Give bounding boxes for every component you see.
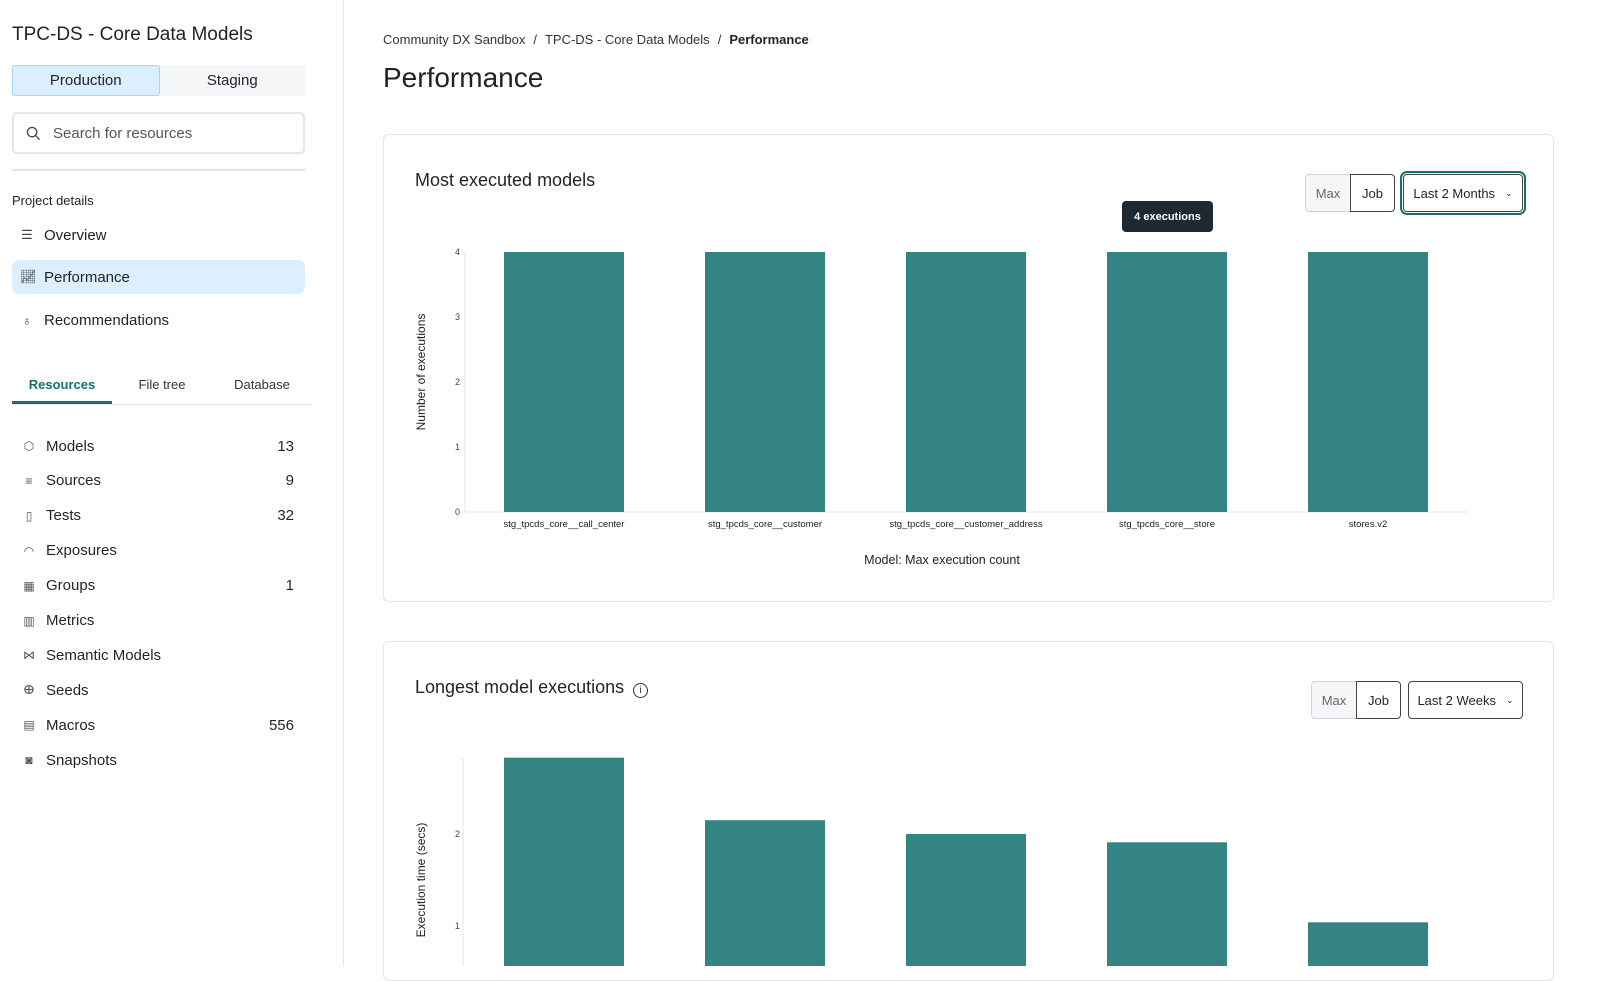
range-dropdown[interactable]: Last 2 Months ⌄ [1400, 171, 1526, 215]
database-icon: ≡ [25, 473, 33, 488]
resource-label: Sources [46, 472, 102, 490]
resource-label: Semantic Models [46, 646, 162, 664]
lightbulb-icon: ♁ [22, 312, 32, 328]
search-box [12, 112, 305, 154]
breadcrumb-project[interactable]: TPC-DS - Core Data Models [544, 32, 710, 47]
tab-database[interactable]: Database [234, 377, 290, 392]
file-icon: ▤ [23, 718, 35, 733]
environment-toggle: Production Staging [12, 65, 305, 96]
tab-file-tree[interactable]: File tree [138, 377, 186, 392]
resource-snapshots[interactable]: ◙ Snapshots [22, 745, 294, 775]
resource-sources[interactable]: ≡ Sources 9 [22, 466, 294, 496]
most-executed-card: Most executed models [383, 134, 1554, 602]
resource-count: 32 [277, 507, 294, 525]
range-label: Last 2 Months [1413, 185, 1496, 201]
resource-label: Exposures [46, 542, 117, 560]
chart-tooltip: 4 executions [1122, 201, 1213, 232]
nav-label: Performance [44, 268, 130, 286]
resource-count: 1 [285, 577, 294, 595]
resource-count: 13 [277, 437, 294, 455]
resource-label: Metrics [46, 612, 95, 629]
resource-seeds[interactable]: ⴲ Seeds [22, 675, 294, 705]
chevron-down-icon: ⌄ [1505, 187, 1513, 198]
cube-icon: ⬡ [23, 439, 35, 453]
resource-label: Seeds [46, 681, 89, 699]
resource-label: Snapshots [46, 751, 117, 769]
resource-groups[interactable]: ▦ Groups 1 [22, 571, 294, 601]
resource-models[interactable]: ⬡ Models 13 [22, 431, 294, 461]
resource-count: 556 [268, 716, 294, 734]
resource-macros[interactable]: ▤ Macros 556 [22, 710, 294, 740]
page-title: Performance [383, 62, 544, 93]
nav-recommendations[interactable]: ♁ Recommendations [12, 303, 305, 337]
resource-tabs: Resources File tree Database [12, 370, 312, 405]
resource-semantic-models[interactable]: ⋈ Semantic Models [22, 640, 294, 670]
resource-label: Groups [46, 577, 96, 595]
project-title: TPC-DS - Core Data Models [12, 24, 253, 45]
resource-label: Models [46, 437, 95, 455]
nav-label: Recommendations [44, 311, 170, 329]
search-icon [26, 126, 41, 140]
camera-icon: ◙ [25, 753, 33, 768]
card-title: Most executed models [415, 170, 596, 190]
env-staging[interactable]: Staging [206, 72, 258, 89]
range-label: Last 2 Weeks [1417, 692, 1496, 708]
resource-label: Tests [46, 507, 82, 525]
nav-label: Overview [44, 226, 107, 244]
breadcrumb: Community DX Sandbox / TPC-DS - Core Data… [383, 32, 809, 47]
sprout-icon: ⴲ [23, 683, 35, 698]
resource-metrics[interactable]: ▥ Metrics [22, 606, 294, 636]
project-details-label: Project details [12, 193, 94, 208]
nav-performance[interactable]: 📈︎ Performance [12, 260, 305, 294]
max-toggle[interactable]: Max [1305, 174, 1351, 212]
info-icon[interactable]: i [633, 683, 649, 698]
line-chart-icon: 📈︎ [20, 269, 37, 284]
breadcrumb-sandbox[interactable]: Community DX Sandbox [383, 32, 526, 47]
resource-count: 9 [285, 472, 294, 490]
max-toggle[interactable]: Max [1311, 681, 1357, 719]
resource-exposures[interactable]: ◠ Exposures [22, 536, 294, 566]
env-production[interactable]: Production [12, 65, 160, 96]
search-input[interactable] [53, 124, 273, 142]
clipboard-icon: ▯ [25, 508, 33, 523]
card-title: Longest model executions i [415, 677, 649, 698]
grid-icon: ▦ [23, 578, 35, 593]
list-icon: ☰ [21, 227, 33, 242]
resource-tests[interactable]: ▯ Tests 32 [22, 501, 294, 531]
nav-overview[interactable]: ☰ Overview [12, 218, 305, 252]
tab-resources[interactable]: Resources [12, 370, 112, 404]
job-toggle[interactable]: Job [1350, 174, 1395, 212]
gauge-icon: ◠ [23, 543, 35, 558]
graph-icon: ⋈ [23, 648, 35, 663]
bar-chart-icon: ▥ [23, 613, 35, 628]
divider [12, 169, 305, 171]
resource-label: Macros [46, 716, 96, 734]
job-toggle[interactable]: Job [1356, 681, 1401, 719]
breadcrumb-current: Performance [729, 32, 809, 47]
sidebar: TPC-DS - Core Data Models Production Sta… [0, 0, 344, 966]
chevron-down-icon: ⌄ [1505, 694, 1514, 705]
range-dropdown[interactable]: Last 2 Weeks ⌄ [1408, 681, 1523, 719]
